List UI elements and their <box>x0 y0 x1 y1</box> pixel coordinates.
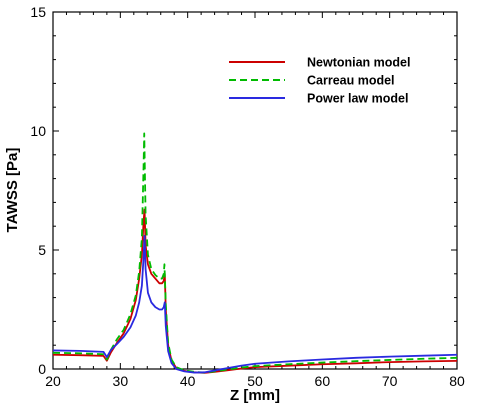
x-tick-label: 60 <box>315 373 331 389</box>
series-line-power-law-model <box>52 234 458 374</box>
x-tick-label: 50 <box>247 373 263 389</box>
y-tick-label: 0 <box>38 361 46 377</box>
legend-label-carreau-model: Carreau model <box>307 74 395 88</box>
x-tick-label: 40 <box>180 373 196 389</box>
series-line-newtonian-model <box>52 208 458 374</box>
series-line-carreau-model <box>52 132 458 374</box>
y-axis-title: TAWSS [Pa] <box>4 148 21 233</box>
y-tick-label: 5 <box>38 242 46 258</box>
x-tick-label: 30 <box>113 373 129 389</box>
series-group <box>52 132 458 374</box>
x-axis-title: Z [mm] <box>230 387 280 404</box>
x-tick-label: 80 <box>449 373 465 389</box>
y-tick-label: 15 <box>30 4 46 20</box>
legend-label-newtonian-model: Newtonian model <box>307 56 410 70</box>
x-tick-label: 20 <box>45 373 61 389</box>
legend-label-power-law-model: Power law model <box>307 92 408 106</box>
legend: Newtonian model Carreau model Power law mo… <box>229 56 410 106</box>
y-tick-label: 10 <box>30 123 46 139</box>
x-tick-label: 70 <box>382 373 398 389</box>
